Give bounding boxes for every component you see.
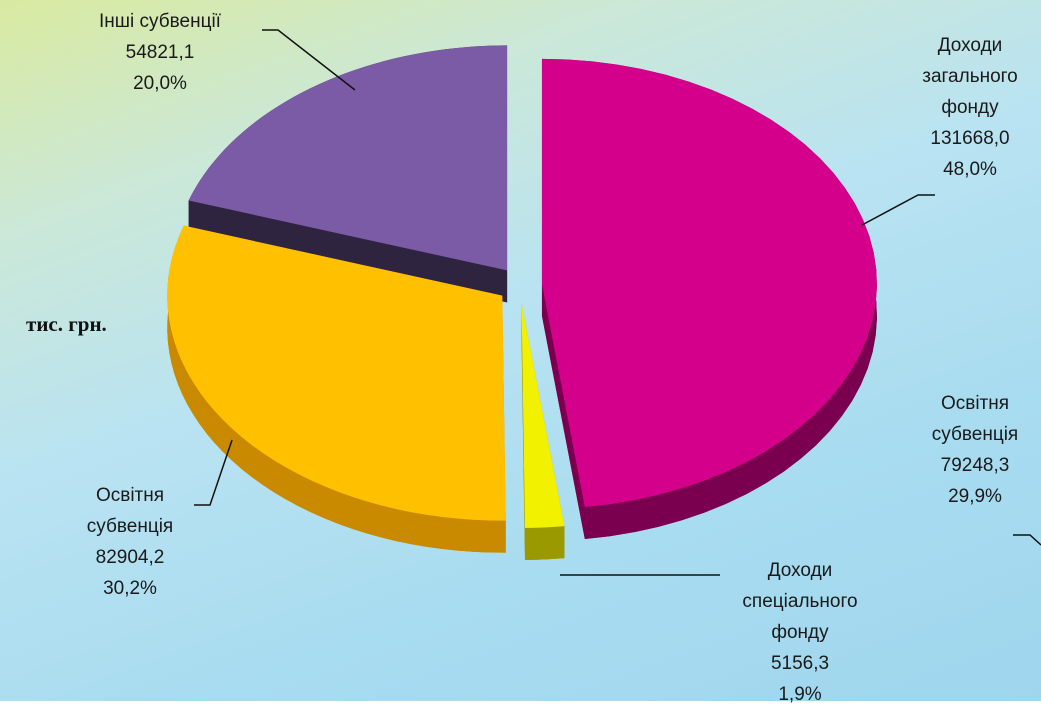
slice-label: Освітня субвенція 82904,2 30,2% (65, 480, 195, 604)
slice-side (167, 225, 506, 553)
slice-percent: 20,0% (133, 73, 187, 94)
annotation-percent: 29,9% (948, 486, 1002, 507)
slice (188, 45, 508, 271)
slice-name: Освітня субвенція (86, 485, 174, 537)
slice-label: Доходи спеціального фонду 5156,3 1,9% (715, 555, 885, 710)
slice-cut (521, 302, 525, 560)
annotation: Освітня субвенція 79248,3 29,9% (910, 388, 1040, 512)
slice-percent: 30,2% (103, 578, 157, 599)
slice-label: Інші субвенції 54821,1 20,0% (60, 6, 260, 99)
slice-value: 54821,1 (125, 42, 195, 63)
leader-line (861, 194, 935, 226)
slice (521, 302, 565, 528)
leader-lines (194, 29, 1041, 576)
annotation-value: 79248,3 (940, 455, 1010, 476)
slice (167, 225, 506, 521)
slice-side (524, 526, 565, 560)
slice-name: Доходи загального фонду (922, 35, 1018, 118)
pie (167, 45, 877, 560)
slice-label: Доходи загального фонду 131668,0 48,0% (905, 30, 1035, 185)
leader-line (262, 29, 356, 91)
slice-percent: 1,9% (778, 684, 822, 705)
slice-name: Інші субвенції (99, 11, 221, 32)
slice-cut (541, 283, 585, 539)
leader-line (194, 439, 233, 506)
slice (541, 58, 877, 507)
annotation-name: Освітня субвенція (931, 393, 1019, 445)
slice-value: 82904,2 (95, 547, 165, 568)
slice-value: 131668,0 (930, 128, 1010, 149)
unit-label: тис. грн. (26, 312, 107, 336)
slice-percent: 48,0% (943, 159, 997, 180)
leader-line (1013, 534, 1041, 546)
slice-name: Доходи спеціального фонду (742, 560, 858, 643)
slice-cut (188, 200, 508, 303)
slice-value: 5156,3 (770, 653, 830, 674)
